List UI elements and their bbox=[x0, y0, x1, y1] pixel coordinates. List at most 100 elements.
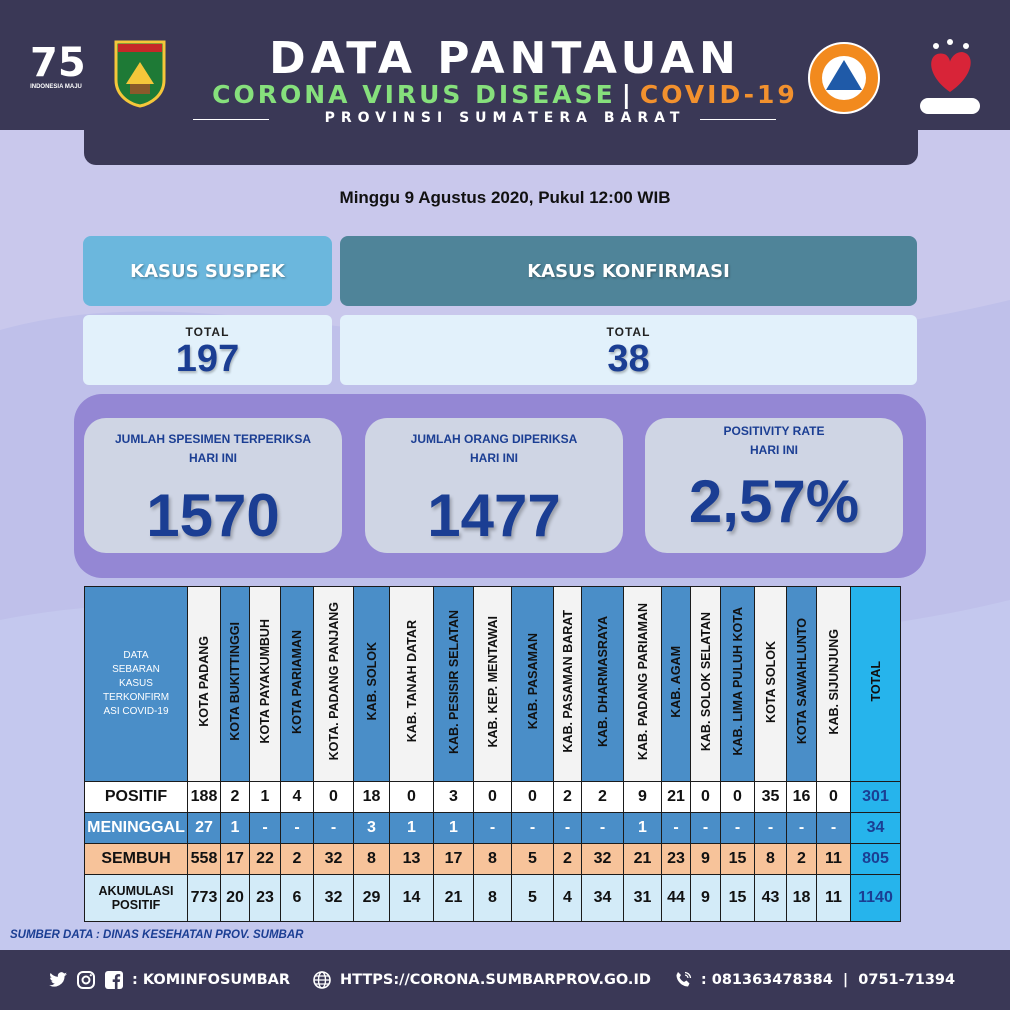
twitter-icon[interactable] bbox=[48, 970, 68, 990]
table-cell: 11 bbox=[816, 874, 851, 922]
table-cell: 2 bbox=[553, 781, 582, 813]
region-header-cell: KOTA SAWAHLUNTO bbox=[786, 586, 817, 782]
facebook-icon[interactable] bbox=[104, 970, 124, 990]
table-cell: - bbox=[786, 812, 817, 844]
suspek-header: KASUS SUSPEK bbox=[83, 236, 332, 306]
table-cell: 18 bbox=[353, 781, 390, 813]
region-name: KAB. DHARMASRAYA bbox=[595, 615, 610, 748]
subtitle-disease: CORONA VIRUS DISEASE bbox=[212, 80, 616, 109]
row-label-meninggal: MENINGGAL bbox=[84, 812, 188, 844]
stat-label-sub: HARI INI bbox=[189, 451, 237, 465]
suspek-total-label: TOTAL bbox=[185, 325, 230, 339]
table-cell: 2 bbox=[581, 781, 624, 813]
phone-icon bbox=[673, 970, 693, 990]
region-name: KAB. KEP. MENTAWAI bbox=[485, 615, 500, 748]
region-header-cell: KAB. SIJUNJUNG bbox=[816, 586, 851, 782]
instagram-icon[interactable] bbox=[76, 970, 96, 990]
bpbd-logo bbox=[806, 40, 882, 116]
stat-label: JUMLAH ORANG DIPERIKSA bbox=[410, 432, 578, 446]
table-cell: 32 bbox=[313, 874, 354, 922]
table-cell: 9 bbox=[690, 843, 721, 875]
table-cell: 15 bbox=[720, 874, 755, 922]
region-header-cell: KOTA PARIAMAN bbox=[280, 586, 314, 782]
konfirmasi-header: KASUS KONFIRMASI bbox=[340, 236, 917, 306]
row-label-positif: POSITIF bbox=[84, 781, 188, 813]
stat-card-spesimen: JUMLAH SPESIMEN TERPERIKSA HARI INI 1570 bbox=[84, 418, 342, 553]
stat-value: 1477 bbox=[427, 482, 561, 549]
stat-card-orang: JUMLAH ORANG DIPERIKSA HARI INI 1477 bbox=[365, 418, 623, 553]
table-cell: - bbox=[553, 812, 582, 844]
table-cell: 805 bbox=[850, 843, 901, 875]
table-corner-label: DATA SEBARAN KASUS TERKONFIRM ASI COVID-… bbox=[84, 586, 188, 782]
table-cell: 3 bbox=[353, 812, 390, 844]
table-cell: 1 bbox=[623, 812, 662, 844]
province-label: PROVINSI SUMATERA BARAT bbox=[324, 110, 686, 126]
table-cell: 35 bbox=[754, 781, 787, 813]
divider-left bbox=[193, 119, 269, 120]
table-cell: 0 bbox=[816, 781, 851, 813]
table-cell: 1 bbox=[220, 812, 250, 844]
region-name: KAB. SOLOK SELATAN bbox=[698, 611, 713, 752]
table-cell: 34 bbox=[581, 874, 624, 922]
page-subtitle: CORONA VIRUS DISEASE | COVID-19 bbox=[0, 80, 1010, 109]
divider-right bbox=[700, 119, 776, 120]
region-header-cell: KAB. PESISIR SELATAN bbox=[433, 586, 474, 782]
row-label-akumulasi: AKUMULASI POSITIF bbox=[84, 874, 188, 922]
region-header-cell: KAB. SOLOK SELATAN bbox=[690, 586, 721, 782]
table-cell: 0 bbox=[389, 781, 434, 813]
table-cell: 558 bbox=[187, 843, 221, 875]
table-cell: 8 bbox=[754, 843, 787, 875]
table-cell: 32 bbox=[313, 843, 354, 875]
table-cell: 27 bbox=[187, 812, 221, 844]
table-cell: - bbox=[473, 812, 512, 844]
stat-value: 1570 bbox=[146, 482, 280, 549]
table-cell: 5 bbox=[511, 843, 554, 875]
globe-icon bbox=[312, 970, 332, 990]
table-cell: 21 bbox=[433, 874, 474, 922]
region-header-cell: KAB. KEP. MENTAWAI bbox=[473, 586, 512, 782]
region-header-cell: KAB. PADANG PARIAMAN bbox=[623, 586, 662, 782]
table-cell: 1 bbox=[249, 781, 281, 813]
table-cell: 43 bbox=[754, 874, 787, 922]
table-cell: 1 bbox=[389, 812, 434, 844]
region-name: KAB. AGAM bbox=[669, 645, 683, 718]
region-header-cell: KAB. LIMA PULUH KOTA bbox=[720, 586, 755, 782]
table-cell: - bbox=[754, 812, 787, 844]
region-header-cell: KAB. TANAH DATAR bbox=[389, 586, 434, 782]
region-header-cell: TOTAL bbox=[850, 586, 901, 782]
table-cell: 5 bbox=[511, 874, 554, 922]
table-cell: 21 bbox=[623, 843, 662, 875]
table-cell: 2 bbox=[553, 843, 582, 875]
table-cell: 23 bbox=[249, 874, 281, 922]
row-label-sembuh: SEMBUH bbox=[84, 843, 188, 875]
table-cell: 16 bbox=[786, 781, 817, 813]
social-handle[interactable]: : KOMINFOSUMBAR bbox=[132, 972, 291, 988]
region-header-cell: KOTA BUKITTINGGI bbox=[220, 586, 250, 782]
region-name: KAB. PESISIR SELATAN bbox=[446, 609, 461, 754]
stat-label: JUMLAH SPESIMEN TERPERIKSA bbox=[114, 432, 312, 446]
table-cell: 773 bbox=[187, 874, 221, 922]
suspek-total-value: 197 bbox=[175, 338, 240, 380]
table-cell: 31 bbox=[623, 874, 662, 922]
sumatera-barat-emblem bbox=[112, 40, 168, 108]
region-name: KAB. SIJUNJUNG bbox=[826, 628, 841, 735]
phone-numbers[interactable]: : 081363478384 | 0751-71394 bbox=[700, 972, 956, 988]
table-cell: - bbox=[280, 812, 314, 844]
website-link[interactable]: HTTPS://CORONA.SUMBARPROV.GO.ID bbox=[340, 972, 651, 988]
table-cell: 4 bbox=[280, 781, 314, 813]
table-cell: - bbox=[511, 812, 554, 844]
region-header-cell: KAB. DHARMASRAYA bbox=[581, 586, 624, 782]
konfirmasi-total-value: 38 bbox=[607, 338, 650, 380]
data-source: SUMBER DATA : DINAS KESEHATAN PROV. SUMB… bbox=[10, 929, 304, 941]
table-cell: 17 bbox=[433, 843, 474, 875]
report-date: Minggu 9 Agustus 2020, Pukul 12:00 WIB bbox=[339, 188, 671, 207]
table-cell: 2 bbox=[786, 843, 817, 875]
table-cell: 13 bbox=[389, 843, 434, 875]
region-header-cell: KAB. AGAM bbox=[661, 586, 691, 782]
table-cell: - bbox=[816, 812, 851, 844]
suspek-total-card: TOTAL 197 bbox=[83, 315, 332, 385]
table-cell: 9 bbox=[623, 781, 662, 813]
table-cell: 2 bbox=[220, 781, 250, 813]
region-name: KAB. LIMA PULUH KOTA bbox=[730, 607, 745, 756]
subtitle-covid: COVID-19 bbox=[639, 80, 798, 109]
